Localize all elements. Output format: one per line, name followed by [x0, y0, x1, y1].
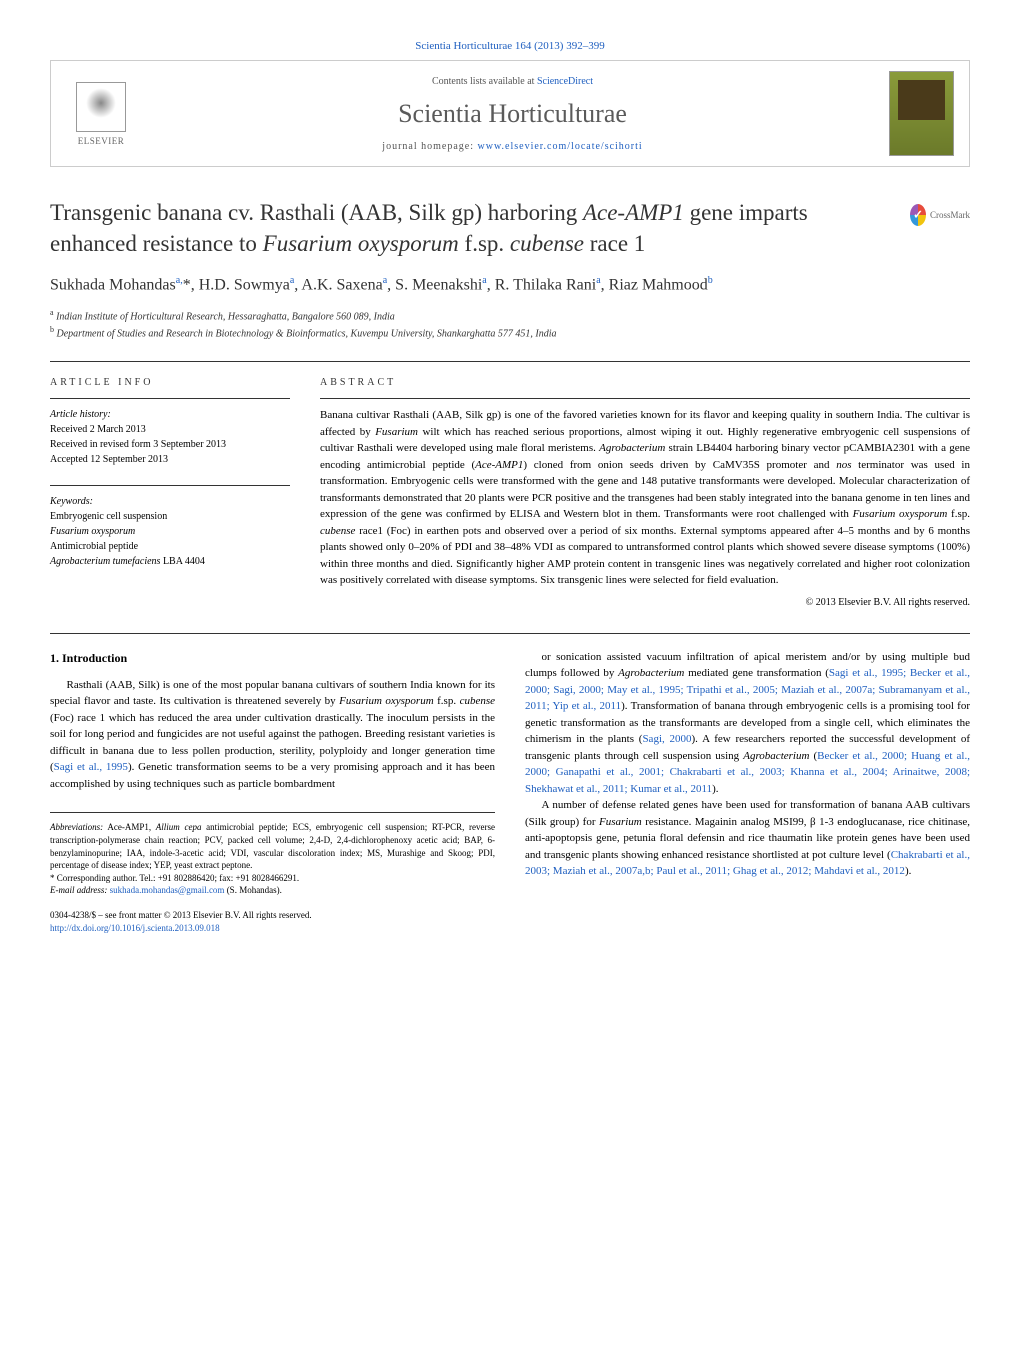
abstract-heading: ABSTRACT	[320, 377, 970, 388]
article-history: Article history: Received 2 March 2013 R…	[50, 407, 290, 467]
intro-heading: 1. Introduction	[50, 649, 495, 667]
history-accepted: Accepted 12 September 2013	[50, 452, 290, 467]
footer-info: 0304-4238/$ – see front matter © 2013 El…	[50, 909, 495, 934]
divider	[50, 361, 970, 362]
info-abstract-row: ARTICLE INFO Article history: Received 2…	[50, 377, 970, 608]
abbreviations: Abbreviations: Ace-AMP1, Allium cepa ant…	[50, 821, 495, 871]
elsevier-tree-icon	[76, 82, 126, 132]
article-title: Transgenic banana cv. Rasthali (AAB, Sil…	[50, 197, 890, 259]
affiliation-a: a Indian Institute of Horticultural Rese…	[50, 307, 970, 324]
crossmark-badge[interactable]: CrossMark	[910, 197, 970, 232]
abstract-text: Banana cultivar Rasthali (AAB, Silk gp) …	[320, 407, 970, 589]
divider	[50, 633, 970, 634]
abstract: ABSTRACT Banana cultivar Rasthali (AAB, …	[320, 377, 970, 608]
intro-para-1: Rasthali (AAB, Silk) is one of the most …	[50, 677, 495, 793]
history-label: Article history:	[50, 407, 290, 422]
keywords-label: Keywords:	[50, 494, 290, 509]
keyword-1: Fusarium oxysporum	[50, 524, 290, 539]
article-info: ARTICLE INFO Article history: Received 2…	[50, 377, 290, 608]
elsevier-logo: ELSEVIER	[66, 74, 136, 154]
intro-para-3: A number of defense related genes have b…	[525, 797, 970, 880]
footnotes: Abbreviations: Ace-AMP1, Allium cepa ant…	[50, 812, 495, 897]
affiliations: a Indian Institute of Horticultural Rese…	[50, 307, 970, 342]
doi-link[interactable]: http://dx.doi.org/10.1016/j.scienta.2013…	[50, 923, 220, 933]
email-link[interactable]: sukhada.mohandas@gmail.com	[110, 885, 225, 895]
right-body-column: or sonication assisted vacuum infiltrati…	[525, 649, 970, 934]
crossmark-label: CrossMark	[930, 210, 970, 220]
title-row: Transgenic banana cv. Rasthali (AAB, Sil…	[50, 197, 970, 259]
history-received: Received 2 March 2013	[50, 422, 290, 437]
issn-line: 0304-4238/$ – see front matter © 2013 El…	[50, 909, 495, 922]
journal-cover-thumbnail	[889, 71, 954, 156]
abbreviations-text: Ace-AMP1, Allium cepa antimicrobial pept…	[50, 822, 495, 870]
keyword-3: Agrobacterium tumefaciens LBA 4404	[50, 554, 290, 569]
contents-line: Contents lists available at ScienceDirec…	[136, 76, 889, 87]
affiliation-b: b Department of Studies and Research in …	[50, 324, 970, 341]
journal-ref-link[interactable]: Scientia Horticulturae 164 (2013) 392–39…	[415, 40, 604, 52]
history-revised: Received in revised form 3 September 201…	[50, 437, 290, 452]
journal-reference: Scientia Horticulturae 164 (2013) 392–39…	[50, 40, 970, 52]
body-columns: 1. Introduction Rasthali (AAB, Silk) is …	[50, 649, 970, 934]
sciencedirect-link[interactable]: ScienceDirect	[537, 76, 593, 87]
email-line: E-mail address: sukhada.mohandas@gmail.c…	[50, 884, 495, 897]
journal-header: ELSEVIER Contents lists available at Sci…	[50, 60, 970, 167]
journal-name: Scientia Horticulturae	[136, 99, 889, 129]
keywords: Keywords: Embryogenic cell suspension Fu…	[50, 494, 290, 569]
copyright: © 2013 Elsevier B.V. All rights reserved…	[320, 597, 970, 608]
corresponding-author: * Corresponding author. Tel.: +91 802886…	[50, 872, 495, 885]
keyword-2: Antimicrobial peptide	[50, 539, 290, 554]
elsevier-text: ELSEVIER	[78, 136, 125, 146]
article-info-heading: ARTICLE INFO	[50, 377, 290, 388]
crossmark-icon	[910, 204, 926, 226]
left-body-column: 1. Introduction Rasthali (AAB, Silk) is …	[50, 649, 495, 934]
intro-para-2: or sonication assisted vacuum infiltrati…	[525, 649, 970, 798]
homepage-line: journal homepage: www.elsevier.com/locat…	[136, 141, 889, 152]
keyword-0: Embryogenic cell suspension	[50, 509, 290, 524]
header-center: Contents lists available at ScienceDirec…	[136, 76, 889, 152]
homepage-link[interactable]: www.elsevier.com/locate/scihorti	[478, 141, 643, 152]
authors: Sukhada Mohandasa,*, H.D. Sowmyaa, A.K. …	[50, 274, 970, 297]
